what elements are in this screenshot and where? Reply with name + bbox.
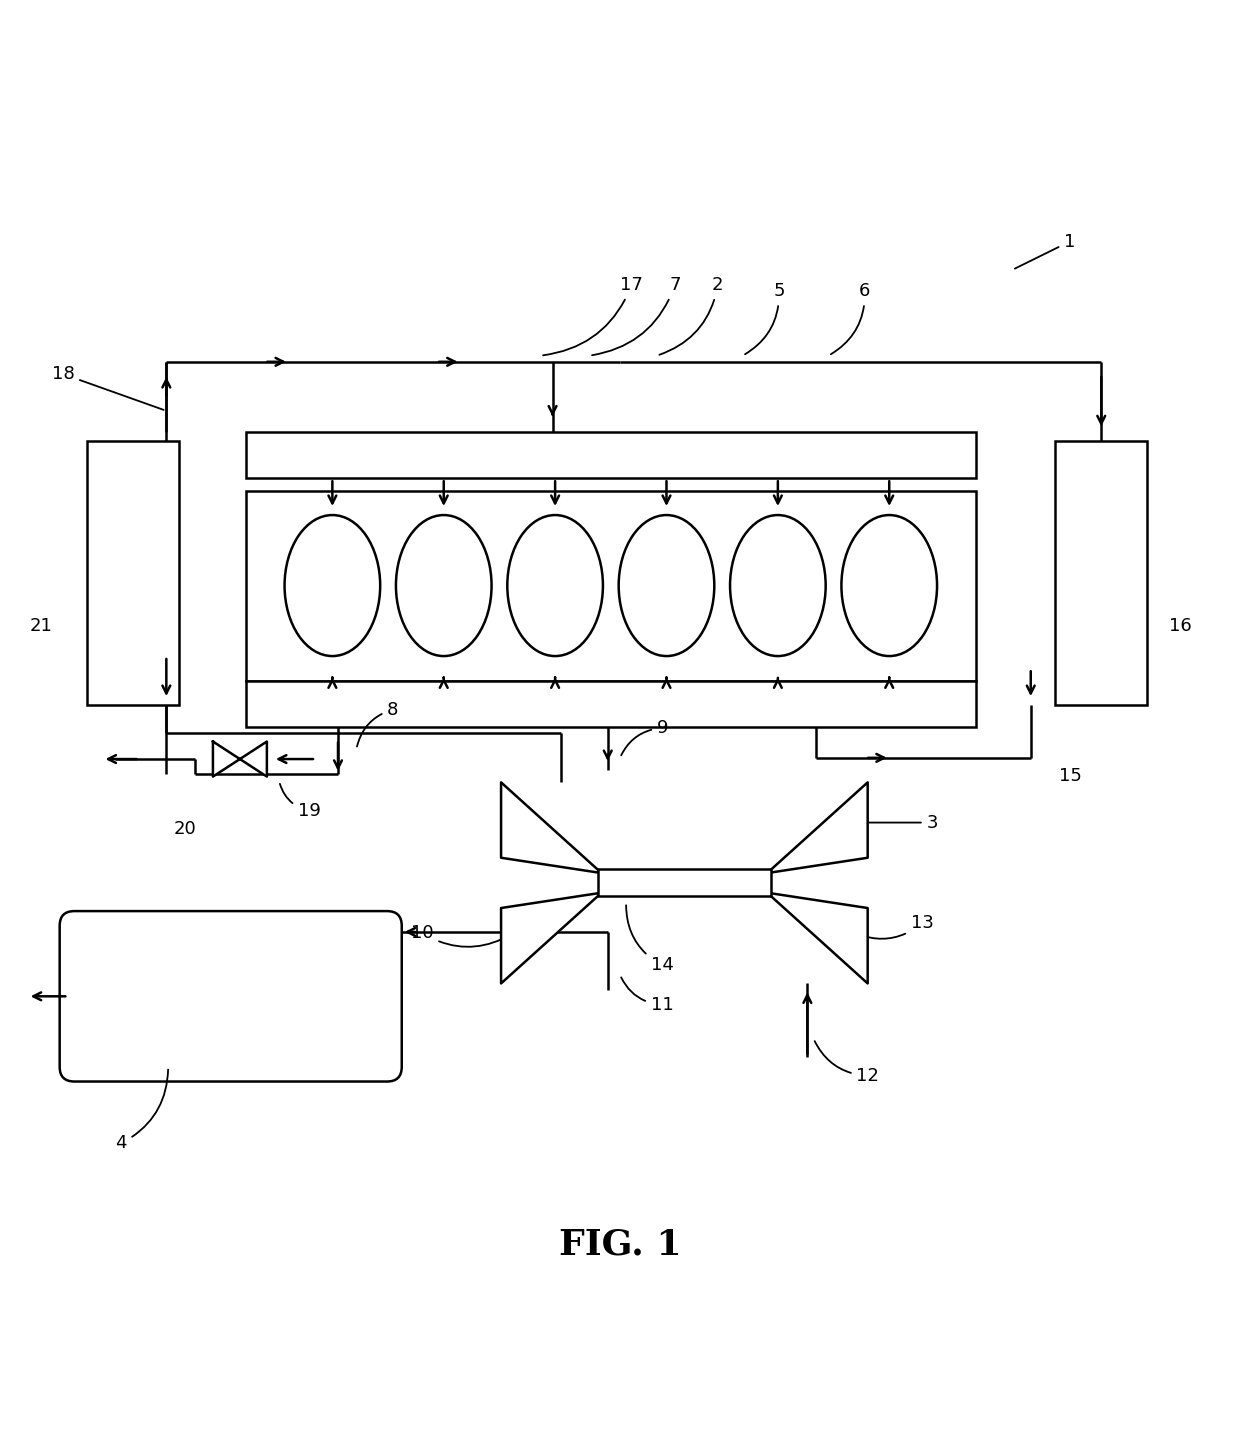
Text: 21: 21 — [30, 616, 52, 635]
Ellipse shape — [619, 515, 714, 655]
Text: 11: 11 — [621, 977, 673, 1014]
Text: 9: 9 — [621, 719, 668, 755]
Text: FIG. 1: FIG. 1 — [559, 1227, 681, 1262]
Text: 4: 4 — [115, 1069, 169, 1152]
Text: 8: 8 — [357, 700, 398, 747]
Bar — [91, 446, 175, 501]
Polygon shape — [501, 893, 601, 984]
Ellipse shape — [507, 515, 603, 655]
Text: 13: 13 — [858, 915, 934, 939]
Text: 7: 7 — [591, 276, 681, 355]
Text: 6: 6 — [831, 282, 870, 355]
Polygon shape — [213, 741, 267, 777]
Text: 14: 14 — [626, 906, 673, 974]
Text: 12: 12 — [815, 1040, 879, 1085]
Ellipse shape — [842, 515, 937, 655]
Bar — [87, 441, 179, 705]
Bar — [246, 491, 976, 680]
Ellipse shape — [730, 515, 826, 655]
Polygon shape — [501, 783, 601, 873]
Bar — [598, 870, 771, 896]
Text: 3: 3 — [858, 813, 937, 832]
Text: 2: 2 — [660, 276, 723, 355]
Text: 5: 5 — [745, 282, 785, 355]
FancyBboxPatch shape — [60, 912, 402, 1081]
Polygon shape — [768, 783, 868, 873]
Polygon shape — [768, 893, 868, 984]
Text: 20: 20 — [174, 820, 196, 838]
Text: 16: 16 — [1169, 616, 1192, 635]
Text: 17: 17 — [543, 276, 642, 356]
Bar — [1055, 441, 1147, 705]
Bar — [246, 431, 976, 479]
Text: 19: 19 — [280, 784, 320, 820]
Bar — [1059, 446, 1143, 501]
Text: 18: 18 — [52, 365, 164, 410]
Text: 10: 10 — [410, 925, 511, 946]
Ellipse shape — [396, 515, 491, 655]
Text: 1: 1 — [1014, 233, 1075, 269]
Ellipse shape — [284, 515, 381, 655]
Text: 15: 15 — [1059, 767, 1081, 786]
Bar — [246, 680, 976, 728]
